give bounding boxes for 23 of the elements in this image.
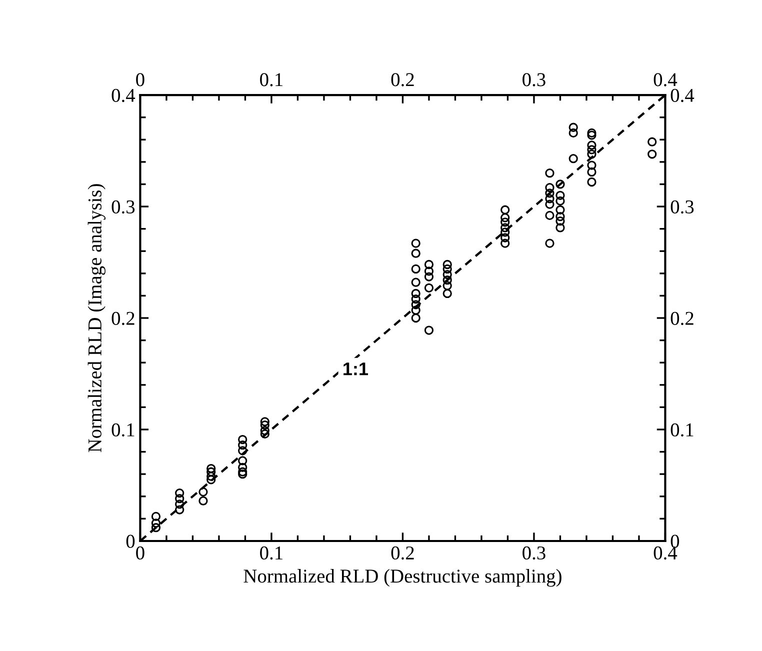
x2-tick-label: 0 <box>136 73 144 86</box>
x2-tick-label: 0.3 <box>522 73 546 86</box>
x-axis-title: Normalized RLD (Destructive sampling) <box>244 569 562 587</box>
y-tick-label: 0.4 <box>112 88 136 102</box>
y-tick-label: 0.3 <box>112 200 135 214</box>
x-tick-label: 0.2 <box>391 546 414 560</box>
y2-tick-label: 0.3 <box>670 200 694 214</box>
y2-tick-label: 0.4 <box>670 88 694 102</box>
y2-tick-label: 0.1 <box>670 423 694 437</box>
x2-tick-label: 0.4 <box>654 73 678 86</box>
annotation: 1:1 <box>344 362 368 376</box>
y-tick-label: 0.2 <box>112 312 134 326</box>
x-tick-label: 0 <box>136 546 144 560</box>
y2-tick-label: 0.2 <box>670 312 694 326</box>
y-tick-label: 0 <box>126 534 135 548</box>
y-tick-label: 0.1 <box>112 423 134 437</box>
x2-tick-label: 0.2 <box>391 73 414 86</box>
x-tick-label: 0.3 <box>522 546 546 560</box>
y2-tick-label: 0 <box>670 534 680 548</box>
y-axis-title: Normalized RLD (Image analysis) <box>88 184 106 452</box>
x-tick-label: 0.1 <box>260 546 282 560</box>
x2-tick-label: 0.1 <box>260 73 282 86</box>
x-tick-label: 0.4 <box>654 546 678 560</box>
